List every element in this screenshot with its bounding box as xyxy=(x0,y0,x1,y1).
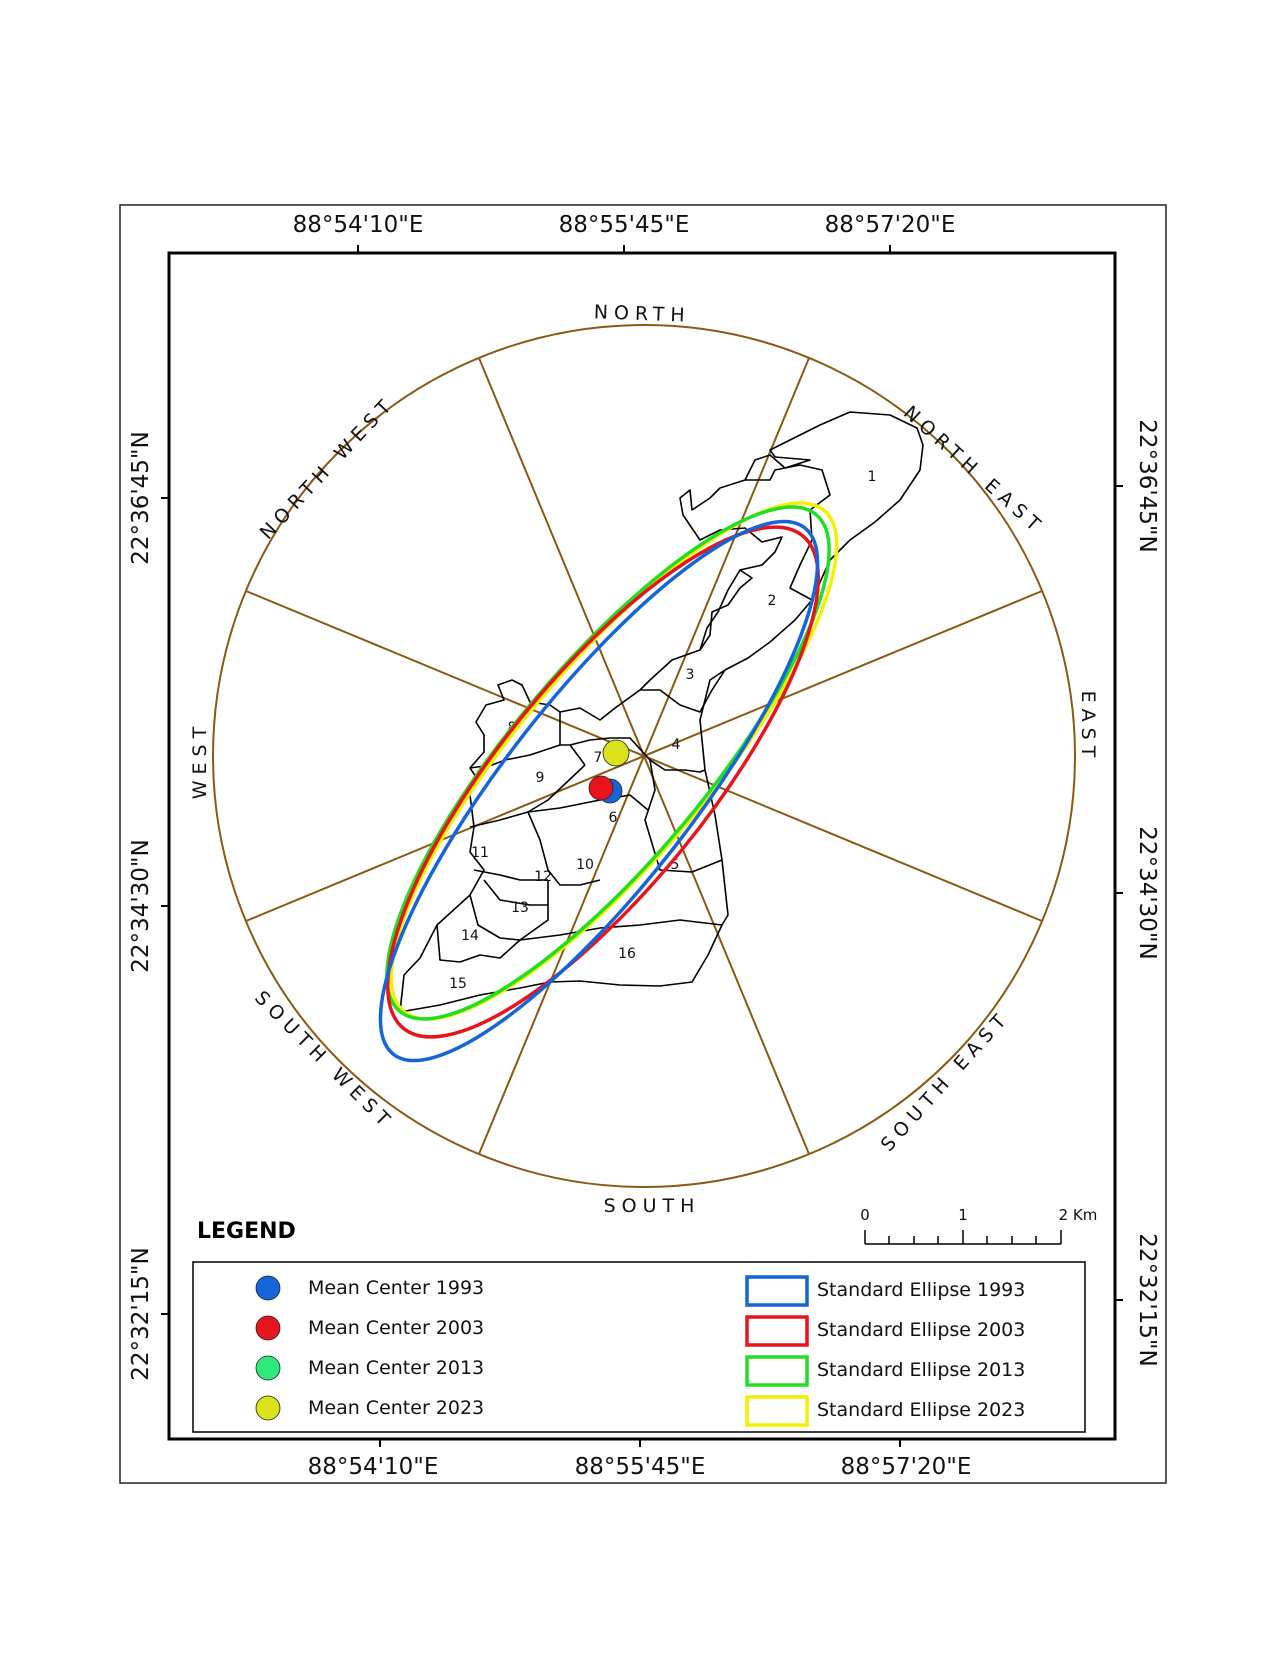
ward-line-13-14 xyxy=(469,894,549,941)
ward-label-6: 6 xyxy=(609,810,618,826)
legend-ellipse-1993-symbol xyxy=(745,1275,809,1307)
lat-label-left-3: 22°32'15"N xyxy=(128,1247,154,1380)
lon-label-top-2: 88°55'45"E xyxy=(559,212,690,238)
ward-outline xyxy=(399,411,924,1013)
dir-label-north: NORTH xyxy=(593,301,691,326)
lon-label-bottom-1: 88°54'10"E xyxy=(308,1454,439,1480)
lat-label-left-1: 22°36'45"N xyxy=(128,431,154,564)
legend-mean-center-2013-label: Mean Center 2013 xyxy=(308,1357,484,1379)
ward-label-1: 1 xyxy=(868,469,877,485)
ward-line-14-15 xyxy=(436,924,521,963)
ellipse-2023 xyxy=(389,501,839,1021)
legend-mean-center-1993-label: Mean Center 1993 xyxy=(308,1277,484,1299)
ward-line-7-9 xyxy=(559,712,586,766)
ward-line-5-6 xyxy=(644,759,723,873)
ward-label-9: 9 xyxy=(536,770,545,786)
dir-label-south-east: SOUTH EAST xyxy=(877,1006,1015,1156)
lat-label-right-2: 22°34'30"N xyxy=(1134,826,1160,959)
ward-label-15: 15 xyxy=(449,976,467,992)
legend-ellipse-2013-symbol xyxy=(745,1355,809,1387)
ward-label-2: 2 xyxy=(768,593,777,609)
ward-label-3: 3 xyxy=(686,667,695,683)
ward-line-12-13 xyxy=(483,879,549,906)
ellipse-2003 xyxy=(386,525,820,1039)
mean-center-2023 xyxy=(602,739,630,767)
graticule-ticks xyxy=(161,245,1123,1447)
legend-mean-center-2023-label: Mean Center 2023 xyxy=(308,1397,484,1419)
ellipse-1993 xyxy=(378,519,820,1063)
dir-label-south: SOUTH xyxy=(604,1195,701,1217)
ward-label-14: 14 xyxy=(461,928,479,944)
lat-label-right-1: 22°36'45"N xyxy=(1134,419,1160,552)
legend-ellipse-2003-label: Standard Ellipse 2003 xyxy=(817,1319,1025,1341)
standard-ellipses xyxy=(378,501,839,1063)
legend-mean-center-2023-symbol xyxy=(255,1395,281,1421)
ward-label-5: 5 xyxy=(671,857,680,873)
ward-line-3-4 xyxy=(640,669,726,713)
ward-line-1-2 xyxy=(745,464,831,601)
legend-ellipse-1993-label: Standard Ellipse 1993 xyxy=(817,1279,1025,1301)
lon-label-top-3: 88°57'20"E xyxy=(825,212,956,238)
dir-label-north-east: NORTH EAST xyxy=(899,402,1049,540)
scale-label-2: 2 Km xyxy=(1059,1206,1098,1224)
lon-label-top-1: 88°54'10"E xyxy=(293,212,424,238)
sector-circle xyxy=(212,324,1076,1188)
ward-label-11: 11 xyxy=(471,845,489,861)
legend-ellipse-2023-label: Standard Ellipse 2023 xyxy=(817,1399,1025,1421)
ward-line-9-11 xyxy=(469,764,586,828)
lat-label-right-3: 22°32'15"N xyxy=(1134,1233,1160,1366)
ward-label-16: 16 xyxy=(618,946,636,962)
ward-labels: 1 2 3 4 5 6 7 8 9 10 11 12 13 14 15 16 xyxy=(449,469,876,992)
dir-label-south-west: SOUTH WEST xyxy=(250,987,398,1135)
legend-mean-center-2013-symbol xyxy=(255,1355,281,1381)
ward-line-10-12 xyxy=(527,811,601,886)
ward-label-7: 7 xyxy=(594,750,603,766)
dir-label-east: EAST xyxy=(1077,691,1099,764)
legend-box xyxy=(192,1261,1086,1433)
directional-sectors xyxy=(212,324,1076,1188)
scale-label-0: 0 xyxy=(860,1206,870,1224)
mean-centers xyxy=(588,739,630,804)
ward-label-10: 10 xyxy=(576,857,594,873)
legend-ellipse-2023-symbol xyxy=(745,1395,809,1427)
lon-label-bottom-2: 88°55'45"E xyxy=(575,1454,706,1480)
ward-line-6-7 xyxy=(569,737,651,761)
ward-label-12: 12 xyxy=(534,869,552,885)
legend-title: LEGEND xyxy=(197,1219,296,1244)
ward-label-4: 4 xyxy=(672,737,681,753)
ward-label-13: 13 xyxy=(511,900,529,916)
dir-label-west: WEST xyxy=(189,721,211,799)
ward-line-4-5 xyxy=(649,759,706,773)
mean-center-2003 xyxy=(588,775,614,801)
legend-mean-center-1993-symbol xyxy=(255,1275,281,1301)
legend-ellipse-2013-label: Standard Ellipse 2013 xyxy=(817,1359,1025,1381)
scale-bar xyxy=(864,1230,1062,1245)
legend-ellipse-2003-symbol xyxy=(745,1315,809,1347)
ward-line-15-16 xyxy=(519,919,723,941)
dir-label-north-west: NORTH WEST xyxy=(256,392,400,544)
ward-line-2-3 xyxy=(699,569,753,651)
scale-label-1: 1 xyxy=(958,1206,968,1224)
map-frame xyxy=(167,251,1117,1441)
sector-line-4 xyxy=(245,590,1043,922)
lon-label-bottom-3: 88°57'20"E xyxy=(841,1454,972,1480)
outer-frame xyxy=(119,204,1167,1484)
ward-line-11-12 xyxy=(473,869,548,881)
legend-mean-center-2003-label: Mean Center 2003 xyxy=(308,1317,484,1339)
legend-mean-center-2003-symbol xyxy=(255,1315,281,1341)
lat-label-left-2: 22°34'30"N xyxy=(128,839,154,972)
